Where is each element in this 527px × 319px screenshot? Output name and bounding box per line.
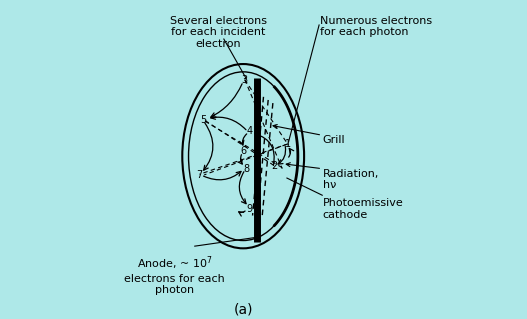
- Text: 5: 5: [200, 115, 207, 125]
- Text: 7: 7: [197, 170, 202, 180]
- Text: Anode, ~ 10$^7$
electrons for each
photon: Anode, ~ 10$^7$ electrons for each photo…: [124, 255, 225, 295]
- Text: Grill: Grill: [323, 135, 346, 145]
- Text: Photoemissive
cathode: Photoemissive cathode: [323, 198, 404, 220]
- Text: 9: 9: [247, 204, 252, 214]
- Text: Several electrons
for each incident
electron: Several electrons for each incident elec…: [170, 16, 267, 49]
- Text: (a): (a): [233, 303, 253, 317]
- Text: 3: 3: [242, 75, 248, 85]
- Text: 1: 1: [285, 139, 291, 149]
- Text: Radiation,
hν: Radiation, hν: [323, 169, 379, 190]
- Text: 8: 8: [243, 164, 249, 174]
- Text: Numerous electrons
for each photon: Numerous electrons for each photon: [320, 16, 432, 37]
- Text: 6: 6: [240, 145, 247, 156]
- Text: 2: 2: [271, 161, 278, 172]
- Text: 4: 4: [247, 126, 252, 136]
